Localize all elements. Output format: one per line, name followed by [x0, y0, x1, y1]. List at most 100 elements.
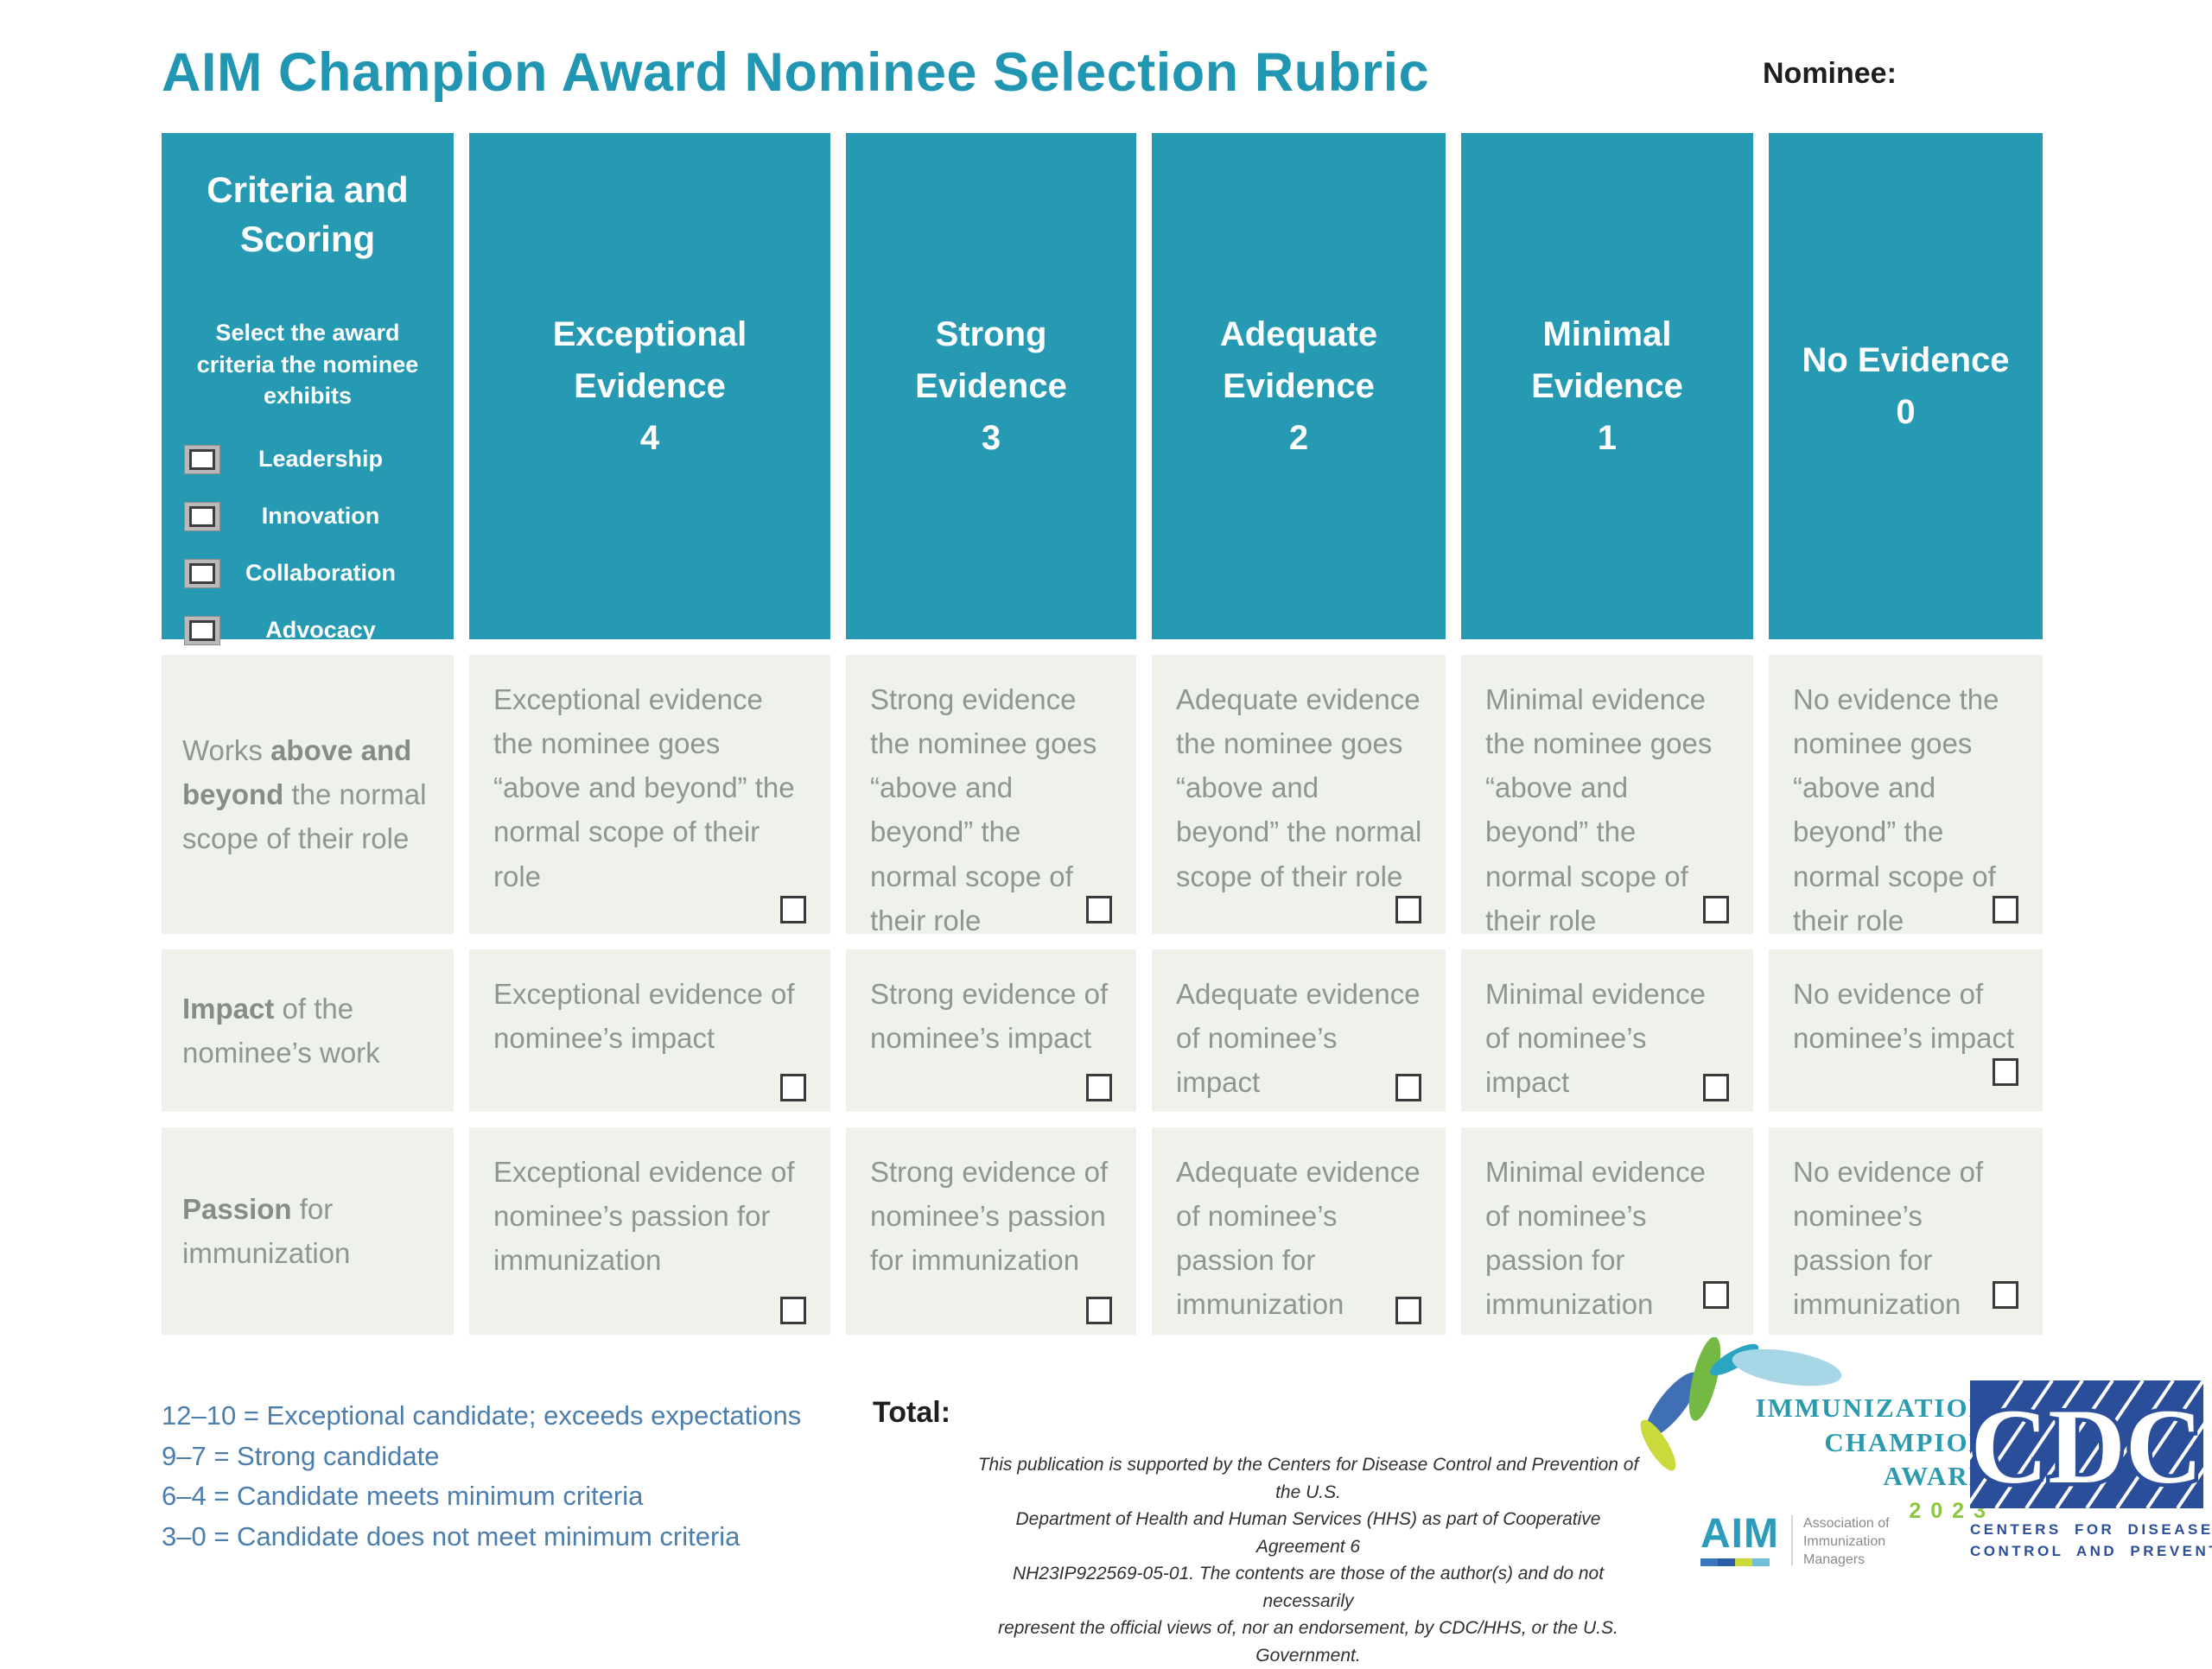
- ica-wordmark: IMMUNIZATION CHAMPION AWARD 2023: [1636, 1391, 1990, 1525]
- score-checkbox[interactable]: [780, 1297, 806, 1324]
- cdc-line1: Centers for Disease™: [1970, 1521, 2212, 1538]
- score-checkbox[interactable]: [1395, 896, 1421, 923]
- rubric-cell-impact-1: Minimal evidence of nominee’s impact: [1461, 949, 1753, 1112]
- criterion-option-collaboration: Collaboration: [162, 555, 454, 592]
- disclaimer-line: represent the official views of, nor an …: [998, 1618, 1618, 1666]
- rubric-cell-passion-2: Adequate evidence of nominee’s passion f…: [1152, 1127, 1446, 1335]
- total-label: Total:: [873, 1396, 951, 1429]
- rubric-cell-impact-4: Exceptional evidence of nominee’s impact: [469, 949, 830, 1112]
- score-checkbox[interactable]: [1086, 1074, 1112, 1101]
- bar-segment: [1752, 1558, 1770, 1566]
- criterion-text: Works above and beyond the normal scope …: [182, 733, 427, 855]
- rubric-cell-text: Minimal evidence of nominee’s impact: [1485, 978, 1706, 1099]
- rubric-table: Criteria and Scoring Select the award cr…: [162, 133, 2043, 1335]
- swoosh-icon: [1640, 1337, 1842, 1471]
- aim-mark: AIM: [1700, 1514, 1779, 1566]
- disclaimer-line: Department of Health and Human Services …: [1015, 1509, 1601, 1557]
- column-header-label: No Evidence: [1802, 341, 2010, 379]
- rubric-cell-scope-4: Exceptional evidence the nominee goes “a…: [469, 655, 830, 934]
- rubric-cell-text: Exceptional evidence of nominee’s passio…: [493, 1156, 795, 1277]
- column-header-label: Minimal Evidence: [1531, 315, 1683, 405]
- criterion-label: Collaboration: [245, 560, 396, 587]
- disclaimer: This publication is supported by the Cen…: [975, 1451, 1642, 1669]
- score-checkbox[interactable]: [1395, 1074, 1421, 1101]
- criterion-cell-impact: Impact of the nominee’s work: [162, 949, 454, 1112]
- ica-line2: CHAMPION: [1824, 1426, 1990, 1457]
- rubric-cell-impact-3: Strong evidence of nominee’s impact: [846, 949, 1136, 1112]
- column-header-exceptional: Exceptional Evidence 4: [469, 133, 830, 639]
- rubric-cell-passion-0: No evidence of nominee’s passion for imm…: [1769, 1127, 2043, 1335]
- bar-segment: [1700, 1558, 1718, 1566]
- score-checkbox[interactable]: [1703, 1281, 1729, 1309]
- rubric-cell-text: Adequate evidence of nominee’s impact: [1176, 978, 1421, 1099]
- score-checkbox[interactable]: [1703, 1074, 1729, 1101]
- rubric-cell-text: No evidence the nominee goes “above and …: [1793, 683, 1999, 936]
- rubric-cell-impact-2: Adequate evidence of nominee’s impact: [1152, 949, 1446, 1112]
- cdc-logo: CDC Centers for Disease™ Control and Pre…: [1934, 1379, 2212, 1562]
- column-header-score: 3: [981, 419, 1001, 457]
- rubric-cell-text: Strong evidence of nominee’s impact: [870, 978, 1109, 1055]
- criterion-option-innovation: Innovation: [162, 498, 454, 535]
- aim-color-bar: [1700, 1558, 1779, 1566]
- rubric-cell-text: Exceptional evidence of nominee’s impact: [493, 978, 795, 1055]
- score-checkbox[interactable]: [780, 1074, 806, 1101]
- criterion-option-leadership: Leadership: [162, 441, 454, 478]
- rubric-cell-text: Exceptional evidence the nominee goes “a…: [493, 683, 795, 892]
- divider: [1790, 1515, 1793, 1565]
- column-header-score: 0: [1896, 393, 1916, 431]
- criterion-label: Leadership: [257, 446, 384, 473]
- rubric-cell-text: Strong evidence of nominee’s passion for…: [870, 1156, 1109, 1277]
- legend-line: 12–10 = Exceptional candidate; exceeds e…: [162, 1400, 802, 1431]
- rubric-cell-text: Adequate evidence of nominee’s passion f…: [1176, 1156, 1421, 1321]
- rubric-cell-text: No evidence of nominee’s impact: [1793, 978, 2015, 1055]
- score-checkbox[interactable]: [1703, 896, 1729, 923]
- criteria-list: Leadership Innovation Collaboration Advo…: [162, 441, 454, 649]
- checkbox-inner: [189, 505, 215, 527]
- criteria-title: Criteria and Scoring: [207, 169, 409, 259]
- checkbox-inner: [189, 562, 215, 584]
- column-header-none: No Evidence 0: [1769, 133, 2043, 639]
- advocacy-checkbox[interactable]: [184, 615, 220, 645]
- checkbox-inner: [189, 619, 215, 641]
- svg-text:CDC: CDC: [1971, 1387, 2203, 1506]
- column-header-score: 2: [1288, 419, 1309, 457]
- collaboration-checkbox[interactable]: [184, 558, 220, 588]
- score-checkbox[interactable]: [1993, 1058, 2018, 1086]
- criteria-subtitle: Select the award criteria the nominee ex…: [196, 320, 419, 409]
- scoring-legend: 12–10 = Exceptional candidate; exceeds e…: [162, 1396, 801, 1557]
- criterion-label: Innovation: [261, 503, 380, 530]
- column-header-label: Adequate Evidence: [1219, 315, 1378, 405]
- criterion-cell-passion: Passion for immunization: [162, 1127, 454, 1335]
- score-checkbox[interactable]: [1086, 1297, 1112, 1324]
- score-checkbox[interactable]: [1395, 1297, 1421, 1324]
- score-checkbox[interactable]: [780, 896, 806, 923]
- score-checkbox[interactable]: [1993, 896, 2018, 923]
- rubric-cell-impact-0: No evidence of nominee’s impact: [1769, 949, 2043, 1112]
- rubric-cell-scope-0: No evidence the nominee goes “above and …: [1769, 655, 2043, 936]
- bar-segment: [1718, 1558, 1735, 1566]
- score-checkbox[interactable]: [1993, 1281, 2018, 1309]
- bar-segment: [1735, 1558, 1752, 1566]
- rubric-cell-passion-1: Minimal evidence of nominee’s passion fo…: [1461, 1127, 1753, 1335]
- disclaimer-line: NH23IP922569-05-01. The contents are tho…: [1012, 1564, 1605, 1611]
- criterion-text: Impact of the nominee’s work: [182, 992, 380, 1069]
- legend-line: 6–4 = Candidate meets minimum criteria: [162, 1481, 644, 1511]
- legend-line: 9–7 = Strong candidate: [162, 1440, 440, 1471]
- score-checkbox[interactable]: [1086, 896, 1112, 923]
- rubric-cell-text: No evidence of nominee’s passion for imm…: [1793, 1156, 1984, 1321]
- cdc-icon: CDC: [1934, 1379, 2212, 1510]
- column-header-strong: Strong Evidence 3: [846, 133, 1136, 639]
- column-header-adequate: Adequate Evidence 2: [1152, 133, 1446, 639]
- cdc-wordmark: Centers for Disease™ Control and Prevent…: [1970, 1520, 2212, 1562]
- leadership-checkbox[interactable]: [184, 444, 220, 474]
- innovation-checkbox[interactable]: [184, 501, 220, 531]
- column-header-score: 1: [1597, 419, 1618, 457]
- page-title: AIM Champion Award Nominee Selection Rub…: [162, 42, 1430, 103]
- rubric-cell-scope-1: Minimal evidence the nominee goes “above…: [1461, 655, 1753, 936]
- column-header-label: Strong Evidence: [915, 315, 1067, 405]
- disclaimer-line: This publication is supported by the Cen…: [977, 1455, 1639, 1502]
- criterion-text: Passion for immunization: [182, 1192, 351, 1269]
- aim-acronym: AIM: [1700, 1511, 1779, 1557]
- aim-association-text: Association of Immunization Managers: [1802, 1516, 1890, 1567]
- aim-logo: AIM Association of Immunization Managers: [1700, 1514, 1890, 1569]
